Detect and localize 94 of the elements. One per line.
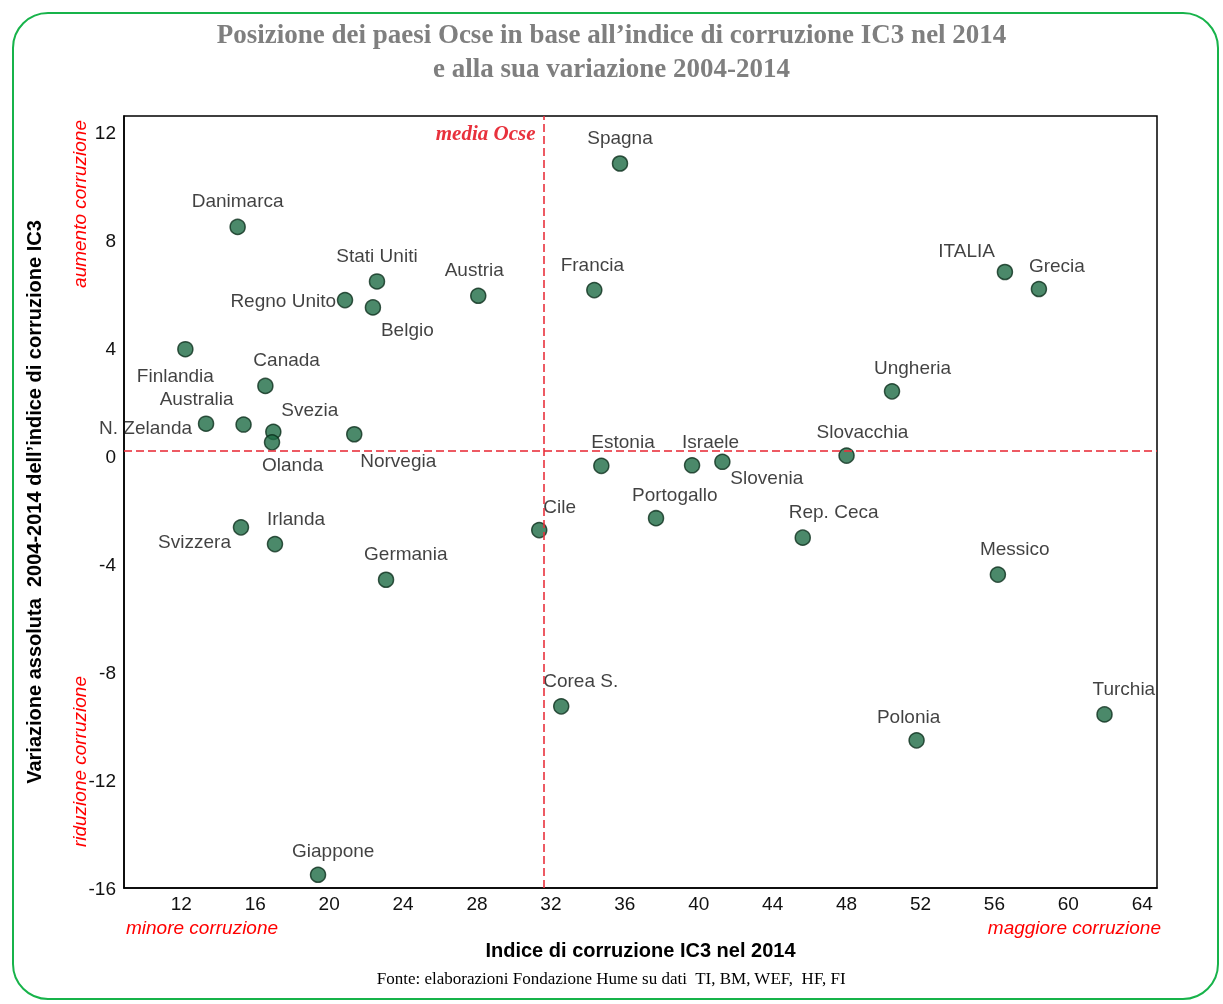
point (683, 457, 701, 474)
x-tick-label: 52 (909, 893, 932, 914)
point (377, 571, 395, 588)
point (263, 434, 281, 451)
y-tick-label: -4 (99, 553, 117, 575)
point (838, 447, 855, 464)
point (647, 509, 665, 527)
text: riduzione corruzione (69, 676, 90, 848)
annotation: Rep. Ceca (788, 501, 879, 523)
point (989, 566, 1007, 583)
x-axis-title: Indice di corruzione IC3 nel 2014 (485, 939, 797, 961)
annotation: Ungheria (874, 356, 952, 378)
x-tick-label: 60 (1057, 893, 1079, 914)
point (996, 263, 1014, 281)
point (908, 732, 925, 749)
annotation: Germania (364, 543, 448, 565)
annotation: Belgio (380, 318, 434, 340)
point (470, 287, 487, 305)
annotation: Australia (159, 388, 234, 410)
point (368, 273, 386, 290)
annotation: N. Zelanda (99, 417, 193, 439)
annotation: Austria (444, 259, 505, 281)
y-tick-label: 12 (94, 121, 116, 143)
annotation: Svizzera (158, 530, 232, 552)
point (593, 457, 610, 475)
annotation: Canada (253, 349, 321, 371)
annotation: Norvegia (360, 449, 437, 471)
point (714, 453, 731, 471)
annotation: Francia (560, 253, 625, 275)
point (235, 416, 252, 433)
x-tick-label: 40 (688, 893, 710, 914)
x-tick-label: 56 (983, 893, 1005, 914)
text: minore corruzione (126, 917, 279, 938)
point (611, 155, 629, 172)
x-tick-label: 16 (244, 893, 266, 914)
x-tick-label: 44 (762, 893, 784, 914)
x-tick-label: 28 (466, 893, 488, 914)
annotation: Corea S. (543, 669, 619, 691)
y-tick-label: -8 (99, 661, 116, 683)
point (552, 698, 570, 715)
annotation: Regno Unito (230, 289, 337, 311)
y-tick-label: 8 (105, 229, 116, 251)
point (257, 377, 274, 395)
annotation: Slovenia (730, 467, 804, 489)
annotation: Spagna (587, 127, 654, 149)
annotation: Stati Uniti (336, 244, 418, 266)
point (197, 415, 215, 432)
text: aumento corruzione (69, 119, 90, 288)
annotation: Israele (682, 430, 740, 452)
annotation: Messico (979, 538, 1050, 560)
source-note: Fonte: elaborazioni Fondazione Hume su dati TI, BM, WEF, HF, FI (376, 969, 846, 988)
annotation: Olanda (262, 453, 324, 475)
point (794, 529, 811, 546)
annotation: Svezia (281, 399, 339, 421)
text: maggiore corruzione (987, 917, 1161, 938)
annotation: Polonia (876, 705, 941, 727)
point (309, 866, 327, 884)
annotation: ITALIA (938, 239, 996, 261)
point (883, 383, 901, 400)
annotation: Grecia (1028, 254, 1086, 276)
point (266, 535, 284, 553)
annotation: Turchia (1092, 677, 1156, 699)
point (177, 340, 194, 358)
point (346, 426, 363, 443)
point (1030, 280, 1048, 298)
point (336, 291, 354, 309)
x-tick-label: 32 (540, 893, 562, 914)
y-tick-label: 4 (105, 337, 117, 359)
y-axis-title: Variazione assoluta 2004-2014 dell’indice di corruzione IC3 (23, 220, 45, 784)
annotation: Portogallo (632, 483, 718, 505)
chart-title: Posizione dei paesi Ocse in base all’indice di corruzione IC3 nel 2014 e alla sua variazione 2004-2014 (216, 19, 1007, 83)
point (364, 299, 382, 316)
annotation: Giappone (292, 840, 375, 862)
annotation: Estonia (591, 431, 656, 453)
point (1096, 706, 1113, 723)
annotation: Slovacchia (816, 421, 909, 443)
y-tick-label: 0 (105, 445, 116, 467)
y-tick-label: -16 (88, 877, 116, 899)
annotation: Cile (543, 495, 576, 517)
point (586, 281, 603, 299)
x-tick-label: 24 (392, 893, 415, 914)
x-tick-label: 48 (835, 893, 858, 914)
x-tick-label: 12 (170, 893, 192, 914)
ref-line-label: media Ocse (435, 120, 536, 145)
y-tick-label: -12 (88, 769, 116, 791)
annotation: Danimarca (191, 190, 285, 212)
x-tick-label: 36 (614, 893, 636, 914)
point (531, 521, 548, 539)
x-tick-label: 20 (318, 893, 340, 914)
point (229, 218, 246, 236)
point (232, 519, 250, 536)
x-tick-label: 64 (1131, 893, 1154, 914)
annotation: Irlanda (266, 507, 326, 529)
annotation: Finlandia (136, 364, 215, 386)
